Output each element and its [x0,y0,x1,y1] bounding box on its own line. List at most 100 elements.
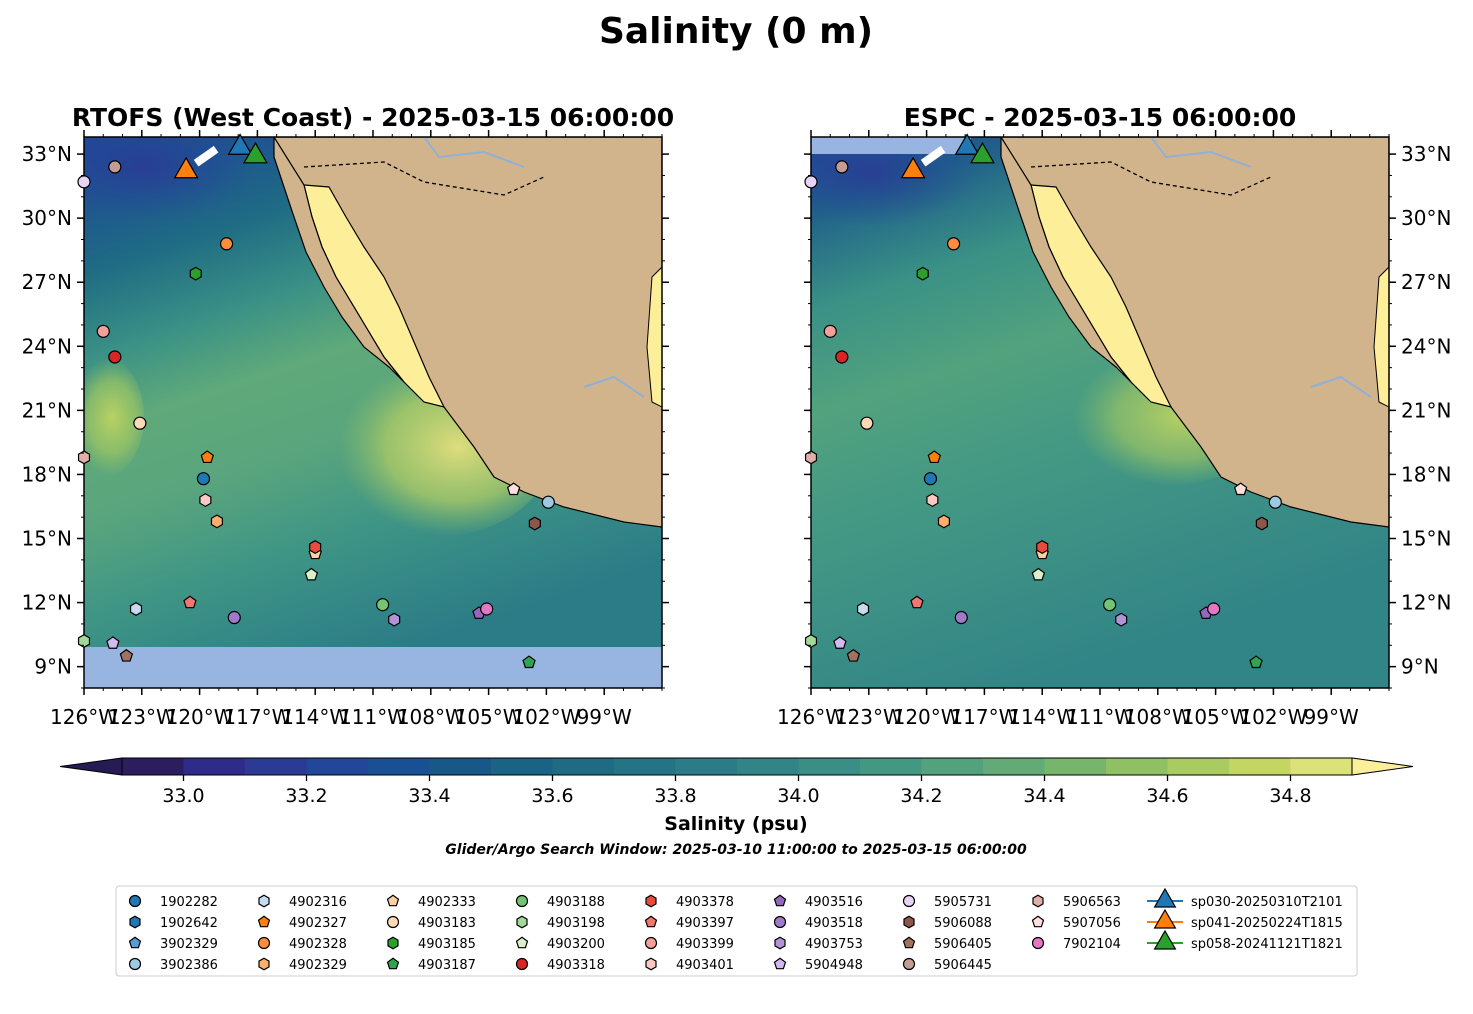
colorbar-bin [306,758,369,775]
lon-tick-label: 99°W [1304,705,1359,729]
legend-label: 4903200 [547,937,605,952]
lon-tick-label: 108°W [397,705,465,729]
glider-marker-sp041-20250224T1815 [900,156,926,179]
lon-tick-label: 111°W [339,705,407,729]
legend-label: 4902327 [289,916,347,931]
lat-tick-label: 18°N [1401,462,1451,486]
colorbar-frame [121,757,1353,776]
lon-tick-label: 123°W [108,705,176,729]
argo-float-marker-1902282 [196,472,211,486]
colorbar-bin [1290,758,1353,775]
country-border [303,161,545,196]
argo-float-marker-4903200 [304,567,319,581]
legend-label: 4903188 [547,895,605,910]
glider-marker-sp030-20250310T2101 [227,133,253,155]
legend-marker-sp041-20250224T1815 [1153,908,1177,929]
colorbar-bin [921,758,984,775]
colorbar-bin [737,758,800,775]
lat-tick-label: 9°N [34,655,72,679]
lon-tick-label: 114°W [281,705,349,729]
argo-float-marker-5906405 [846,648,861,662]
legend-label: 5906563 [1063,895,1121,910]
argo-float-marker-4903183 [133,416,147,430]
map-panel-espc: 33°N 30°N 27°N 24°N 21°N 18°N 15°N 12°N 9°N 126°W… [777,130,1451,729]
legend-marker-3902329 [128,936,142,949]
lat-tick-label: 12°N [1401,591,1451,615]
river [423,137,645,398]
lon-tick-label: 105°W [1182,705,1250,729]
legend-label: 4903183 [418,916,476,931]
marker-layer-espc [804,133,1282,669]
colorbar-bin [1167,758,1230,775]
colorbar-bin [429,758,492,775]
lat-tick-label: 30°N [22,206,72,230]
tick-layer-rtofs: 33°N 30°N 27°N 24°N 21°N 18°N 15°N 12°N 9°N 126°W… [22,130,669,729]
colorbar-tick-label: 34.4 [1023,785,1065,807]
argo-float-marker-5905731 [77,175,91,189]
legend-label: 4902333 [418,895,476,910]
search-window-note: Glider/Argo Search Window: 2025-03-10 11… [445,842,1027,858]
argo-float-marker-4902328 [946,237,961,251]
argo-float-marker-4903187 [1249,655,1263,669]
legend-label: 1902642 [160,916,218,931]
legend-marker-4903399 [644,936,658,950]
colorbar-tick-label: 33.8 [654,785,696,807]
colorbar-bin [491,758,554,775]
low-salinity-patch [84,137,254,222]
tick-layer-espc: 33°N 30°N 27°N 24°N 21°N 18°N 15°N 12°N 9°N 126°W… [777,130,1451,729]
argo-float-marker-4902316 [856,601,870,616]
glider-track [193,145,219,167]
lat-tick-label: 33°N [1401,142,1451,166]
glider-marker-sp030-20250310T2101 [954,133,980,155]
legend-marker-4903187 [386,957,400,970]
colorbar-bin [183,758,246,775]
lon-tick-label: 117°W [950,705,1018,729]
colorbar-bin [1044,758,1107,775]
argo-float-marker-4903187 [522,655,536,669]
lon-tick-label: 120°W [166,705,234,729]
colorbar-bin [675,758,738,775]
colorbar-bin [1229,758,1292,775]
legend-label: 5906405 [934,937,992,952]
argo-float-marker-3902386 [1268,495,1282,509]
legend-label: 4903401 [676,958,734,973]
legend-label: 4903753 [805,937,863,952]
legend-marker-1902282 [128,894,142,908]
legend-label: 4903187 [418,958,476,973]
legend-marker-5907056 [1031,915,1045,928]
land-east-coast [1373,266,1389,408]
no-data-region [811,137,971,154]
legend-marker-4903198 [516,915,528,929]
colorbar-bin [614,758,677,775]
legend-label: 5904948 [805,958,863,973]
colorbar-bin [860,758,923,775]
legend-label: 4903198 [547,916,605,931]
lon-tick-label: 126°W [50,705,118,729]
argo-float-marker-4903200 [1031,567,1046,581]
argo-float-marker-4902329 [937,514,951,529]
lat-tick-label: 12°N [22,591,72,615]
argo-float-marker-4903753 [388,612,401,627]
colorbar-tick-label: 34.8 [1269,785,1311,807]
argo-float-marker-3902386 [541,495,555,509]
legend-marker-4903518 [773,915,787,929]
glider-marker-sp058-20241121T1821 [243,141,268,164]
argo-float-marker-7902104 [1207,602,1221,616]
legend-label: 1902282 [160,895,218,910]
land-east-coast [646,266,662,408]
argo-float-marker-5904948 [106,636,120,649]
legend-marker-3902386 [128,957,142,971]
argo-float-marker-4903185 [916,266,929,281]
legend-marker-4903753 [774,936,786,950]
argo-float-marker-5906405 [119,648,134,662]
legend-label: sp041-20250224T1815 [1191,916,1343,931]
lat-tick-label: 27°N [1401,270,1451,294]
lat-tick-label: 18°N [22,462,72,486]
argo-float-marker-5906088 [528,516,541,531]
legend-label: 3902386 [160,958,218,973]
colorbar-bin [552,758,615,775]
legend-label: 5905731 [934,895,992,910]
legend-label: 4903185 [418,937,476,952]
colorbar-tick-label: 33.2 [285,785,327,807]
legend: 1902282 1902642 3902329 3902386 4902316 49023… [115,885,1358,977]
